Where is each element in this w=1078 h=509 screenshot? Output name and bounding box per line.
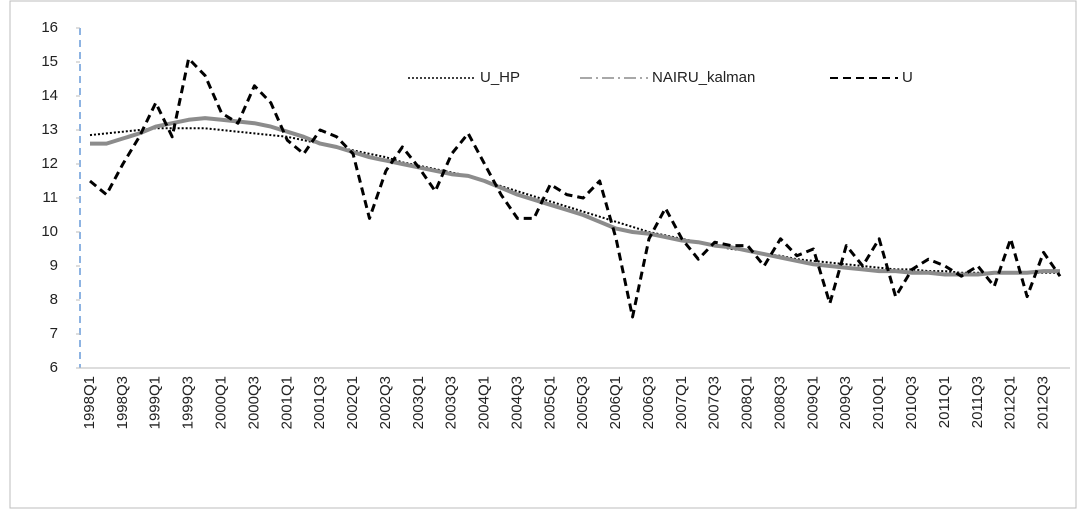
y-tick-label: 10: [41, 223, 58, 240]
x-tick-label: 2003Q3: [443, 376, 460, 429]
x-tick-label: 2009Q1: [804, 376, 821, 429]
y-tick-label: 14: [41, 87, 58, 104]
x-tick-label: 2011Q3: [969, 376, 986, 428]
legend-label: U_HP: [480, 69, 520, 86]
y-tick-label: 9: [50, 257, 58, 274]
x-tick-label: 2003Q1: [410, 376, 427, 429]
x-tick-label: 2007Q3: [706, 376, 723, 429]
y-tick-label: 11: [42, 189, 58, 206]
x-tick-label: 1999Q1: [147, 376, 164, 429]
x-tick-label: 2011Q1: [936, 376, 953, 428]
y-tick-label: 7: [50, 325, 58, 342]
x-tick-label: 2010Q3: [903, 376, 920, 429]
x-tick-label: 2005Q3: [574, 376, 591, 429]
x-tick-label: 2012Q3: [1035, 376, 1052, 429]
x-tick-label: 2002Q1: [344, 376, 361, 429]
x-tick-label: 2001Q1: [278, 376, 295, 429]
x-tick-label: 2009Q3: [837, 376, 854, 429]
x-tick-label: 2008Q3: [771, 376, 788, 429]
legend-label: U: [902, 69, 913, 86]
legend-label: NAIRU_kalman: [652, 69, 755, 86]
x-tick-label: 2012Q1: [1002, 376, 1019, 429]
x-tick-label: 2005Q1: [541, 376, 558, 429]
x-tick-label: 2004Q1: [476, 376, 493, 429]
x-tick-label: 2010Q1: [870, 376, 887, 429]
y-tick-label: 6: [50, 359, 58, 376]
y-tick-label: 16: [41, 19, 58, 36]
x-tick-label: 1998Q1: [81, 376, 98, 429]
x-tick-label: 2006Q1: [607, 376, 624, 429]
x-tick-label: 2007Q1: [673, 376, 690, 429]
y-tick-label: 15: [41, 53, 58, 70]
x-tick-label: 2001Q3: [311, 376, 328, 429]
x-tick-label: 2000Q1: [212, 376, 229, 429]
x-tick-label: 1999Q3: [180, 376, 197, 429]
x-tick-label: 2004Q3: [508, 376, 525, 429]
y-tick-label: 13: [41, 121, 58, 138]
chart-frame: [9, 0, 1077, 509]
x-tick-label: 2006Q3: [640, 376, 657, 429]
series-line: [90, 116, 1060, 277]
x-tick-label: 1998Q3: [114, 376, 131, 429]
x-tick-label: 2008Q1: [739, 376, 756, 429]
x-tick-label: 2000Q3: [245, 376, 262, 429]
series-line: [89, 57, 1062, 319]
x-tick-label: 2002Q3: [377, 376, 394, 429]
y-tick-label: 12: [41, 155, 58, 172]
y-tick-label: 8: [50, 291, 58, 308]
